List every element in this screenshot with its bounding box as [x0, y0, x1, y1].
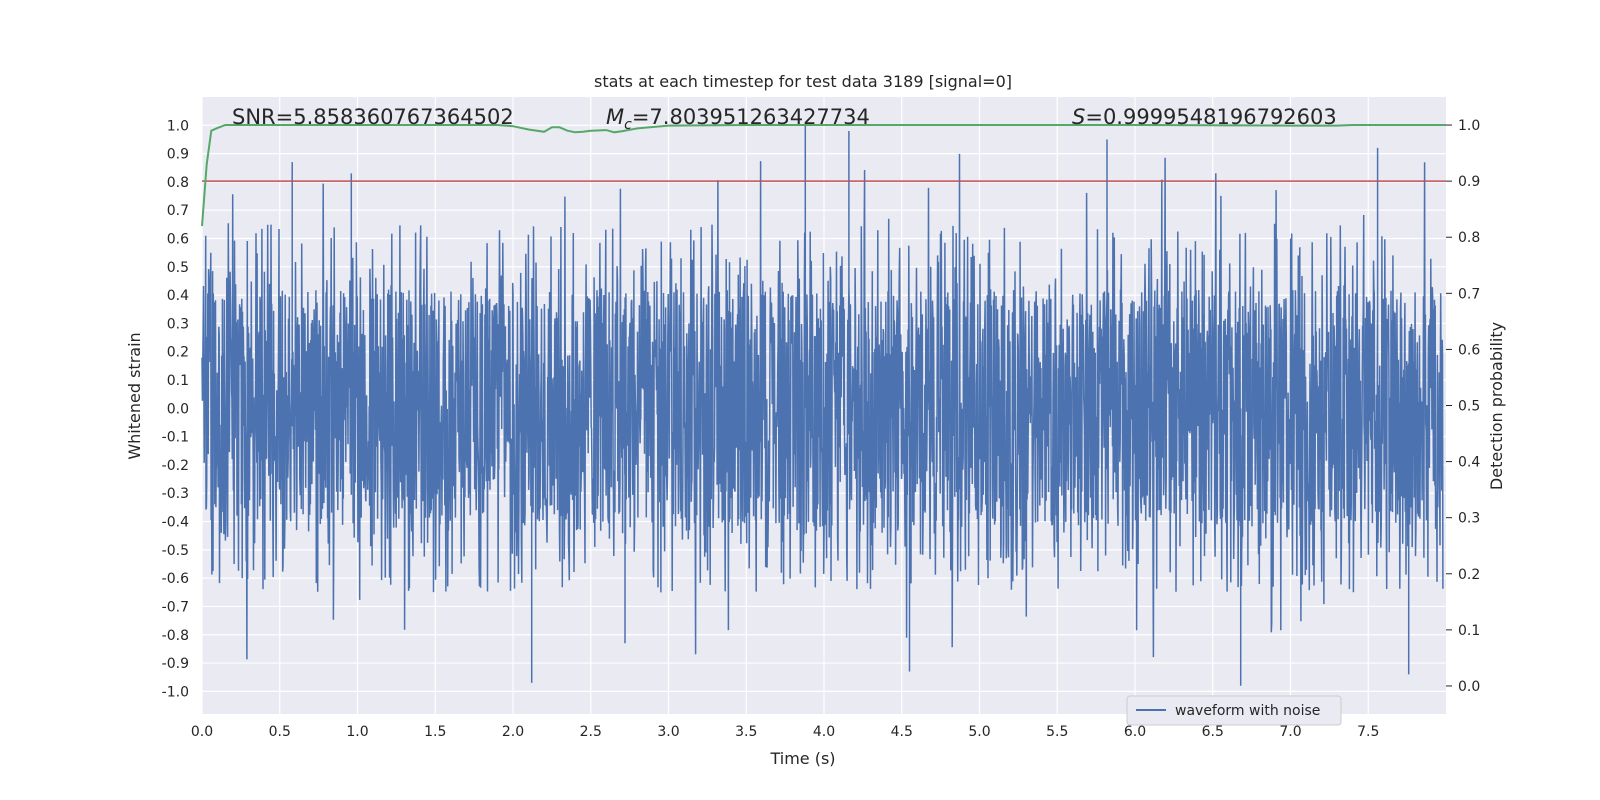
y-tick-label-left: 0.8 [167, 175, 189, 191]
y-tick-label-left: -0.7 [162, 599, 189, 615]
y-axis-right-label: Detection probability [1487, 322, 1506, 490]
y-tick-label-left: 0.9 [167, 147, 189, 163]
y-tick-label-left: 0.4 [167, 288, 189, 304]
y-tick-label-right: 0.7 [1458, 286, 1480, 302]
y-tick-label-left: -0.9 [162, 656, 189, 672]
x-tick-label: 1.5 [424, 724, 446, 740]
snr-annotation: SNR=5.858360767364502 [232, 105, 514, 129]
y-tick-label-left: 0.2 [167, 345, 189, 361]
y-tick-label-left: 0.6 [167, 232, 189, 248]
y-tick-label-left: -0.8 [162, 628, 189, 644]
y-tick-label-left: 0.7 [167, 203, 189, 219]
y-tick-label-right: 1.0 [1458, 118, 1480, 134]
x-axis-ticks: 0.0 0.5 1.0 1.5 2.0 2.5 3.0 3.5 4.0 4.5 5.0 5.5 6.0 6… [191, 724, 1380, 740]
x-tick-label: 7.5 [1357, 724, 1379, 740]
y-tick-label-left: 1.0 [167, 118, 189, 134]
y-tick-label-right: 0.8 [1458, 230, 1480, 246]
y-tick-label-right: 0.0 [1458, 679, 1480, 695]
x-axis-label: Time (s) [769, 749, 835, 768]
y-tick-label-right: 0.5 [1458, 399, 1480, 415]
chirp-mass-subscript: c [624, 117, 632, 133]
x-tick-label: 3.0 [657, 724, 679, 740]
s-symbol: S [1072, 105, 1085, 129]
y-tick-label-left: -0.4 [162, 515, 189, 531]
x-tick-label: 5.0 [968, 724, 990, 740]
y-axis-left-ticks: 1.0 0.9 0.8 0.7 0.6 0.5 0.4 0.3 0.2 0.1 0.0 -0.1 -0.… [162, 118, 189, 700]
legend-box [1126, 695, 1342, 726]
x-tick-label: 4.5 [891, 724, 913, 740]
x-tick-label: 6.5 [1202, 724, 1224, 740]
legend-label-waveform: waveform with noise [1175, 703, 1320, 719]
waveform-line [201, 125, 1444, 686]
y-tick-label-right: 0.2 [1458, 567, 1480, 583]
x-tick-label: 7.0 [1279, 724, 1301, 740]
y-tick-label-left: -0.5 [162, 543, 189, 559]
x-tick-label: 2.5 [580, 724, 602, 740]
x-tick-label: 4.0 [813, 724, 835, 740]
x-tick-label: 0.0 [191, 724, 213, 740]
y-tick-label-right: 0.3 [1458, 511, 1480, 527]
x-tick-label: 3.5 [735, 724, 757, 740]
chirp-mass-annotation: Mc=7.803951263427734 [606, 105, 870, 133]
y-tick-label-right: 0.6 [1458, 342, 1480, 358]
x-tick-label: 1.0 [346, 724, 368, 740]
chirp-mass-symbol: M [606, 105, 624, 129]
probability-line [201, 124, 1446, 227]
x-tick-label: 0.5 [269, 724, 291, 740]
s-annotation: S=0.9999548196792603 [1072, 105, 1337, 129]
y-tick-label-left: -0.3 [162, 486, 189, 502]
y-tick-label-left: -0.2 [162, 458, 189, 474]
y-axis-left-label: Whitened strain [125, 332, 144, 459]
probability-series [201, 124, 1446, 227]
legend: waveform with noise [1126, 695, 1342, 726]
y-tick-label-left: 0.5 [167, 260, 189, 276]
y-tick-label-right: 0.4 [1458, 455, 1480, 471]
y-axis-right-ticks: 1.0 0.9 0.8 0.7 0.6 0.5 0.4 0.3 0.2 0.1 0.0 [1446, 118, 1480, 695]
s-value: =0.9999548196792603 [1085, 105, 1336, 129]
x-tick-label: 5.5 [1046, 724, 1068, 740]
y-tick-label-left: 0.3 [167, 316, 189, 332]
waveform-series [201, 125, 1444, 686]
y-tick-label-left: -1.0 [162, 684, 189, 700]
x-tick-label: 6.0 [1124, 724, 1146, 740]
x-tick-label: 2.0 [502, 724, 524, 740]
y-tick-label-left: 0.0 [167, 401, 189, 417]
y-tick-label-right: 0.9 [1458, 174, 1480, 190]
chirp-mass-value: =7.803951263427734 [632, 105, 870, 129]
y-tick-label-left: 0.1 [167, 373, 189, 389]
y-tick-label-left: -0.1 [162, 430, 189, 446]
chart-title: stats at each timestep for test data 318… [594, 72, 1012, 91]
y-tick-label-right: 0.1 [1458, 623, 1480, 639]
y-tick-label-left: -0.6 [162, 571, 189, 587]
